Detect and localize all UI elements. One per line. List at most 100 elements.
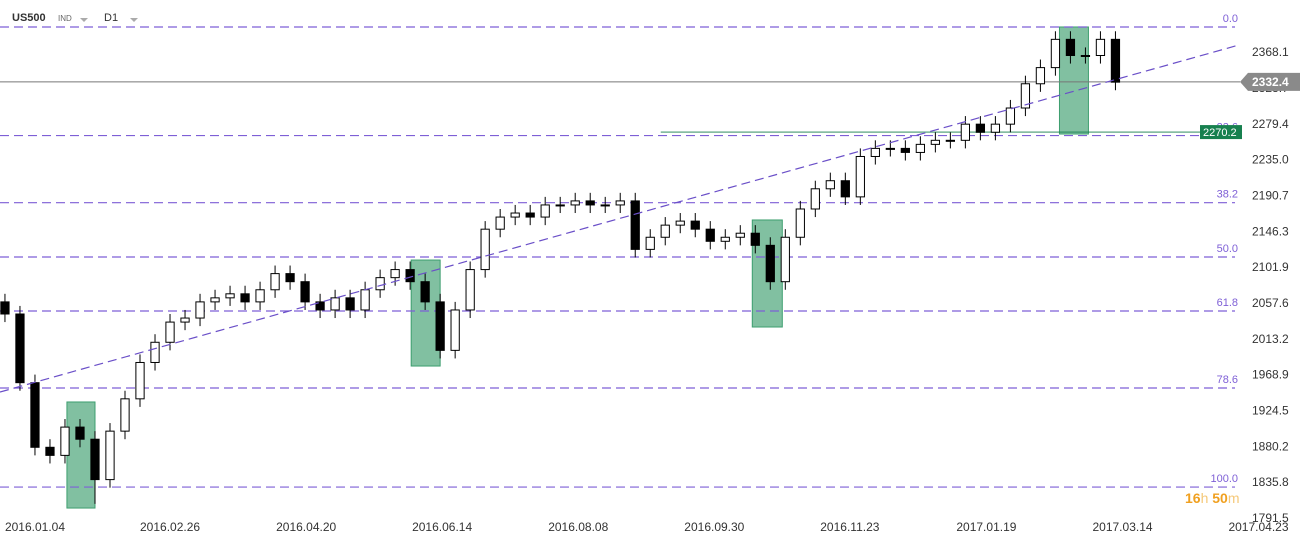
candle-body <box>945 139 955 142</box>
candle-body <box>570 200 580 206</box>
y-tick-label: 2146.3 <box>1252 224 1289 238</box>
candle-body <box>405 269 415 283</box>
y-tick-label: 2013.2 <box>1252 332 1289 346</box>
candle-body <box>720 236 730 242</box>
candle-body <box>30 382 40 448</box>
fib-label: 38.2 <box>1217 189 1238 201</box>
countdown-unit: m <box>1227 490 1240 506</box>
fib-label: 50.0 <box>1217 243 1238 255</box>
candle-body <box>630 200 640 250</box>
last-price-tag: 2332.4 <box>1252 75 1289 89</box>
x-tick-label: 2016.08.08 <box>548 520 608 534</box>
candle-body <box>1110 38 1121 83</box>
countdown-hours: 16 <box>1185 490 1201 506</box>
candle-body <box>525 212 535 218</box>
last-price-tag-bg <box>1240 72 1300 91</box>
candle-body <box>360 289 370 311</box>
candle-body <box>825 180 835 190</box>
candle-body <box>105 430 115 481</box>
fib-label: 78.6 <box>1217 374 1238 386</box>
candle-body <box>1005 107 1016 125</box>
candle-body <box>330 297 340 311</box>
candle-body <box>15 313 25 384</box>
candle-body <box>795 208 805 238</box>
candle-body <box>495 216 505 230</box>
fib-label: 61.8 <box>1217 297 1238 309</box>
market: IND <box>58 14 72 23</box>
candle-body <box>1080 54 1091 57</box>
candle-body <box>120 398 130 432</box>
x-tick-label: 2017.01.19 <box>956 520 1016 534</box>
y-tick-label: 2279.4 <box>1252 117 1289 131</box>
y-tick-label: 2101.9 <box>1252 260 1289 274</box>
candle-body <box>1065 38 1076 56</box>
candle-body <box>600 204 610 207</box>
y-tick-label: 1835.8 <box>1252 475 1289 489</box>
y-tick-label: 2368.1 <box>1252 45 1289 59</box>
y-tick-label: 2190.7 <box>1252 188 1289 202</box>
y-tick-label: 1968.9 <box>1252 368 1289 382</box>
x-tick-label: 2017.04.23 <box>1228 520 1288 534</box>
candle-body <box>75 426 85 440</box>
candle-body <box>705 228 715 242</box>
candle-body <box>660 224 670 238</box>
countdown-minutes: 50 <box>1212 490 1228 506</box>
candle-body <box>990 123 1001 133</box>
candle-body <box>735 232 745 238</box>
highlight-zone <box>410 259 441 367</box>
dropdown-arrow[interactable] <box>79 16 89 24</box>
candle-body <box>885 147 895 150</box>
candle-body <box>855 155 865 198</box>
highlight-zone <box>751 219 783 328</box>
dropdown-arrow[interactable] <box>129 16 139 24</box>
candle-body <box>555 204 565 207</box>
x-tick-label: 2016.02.26 <box>140 520 200 534</box>
level-tag: 2270.2 <box>1203 127 1237 139</box>
candle-body <box>1020 83 1031 109</box>
trendline <box>0 45 1236 393</box>
candle-body <box>45 446 55 456</box>
candle-body <box>90 438 100 481</box>
candle-body <box>510 212 520 218</box>
candle-body <box>420 281 430 303</box>
candle-body <box>615 200 625 206</box>
candle-body <box>255 289 265 303</box>
candle-body <box>210 297 220 303</box>
candle-body <box>0 301 10 315</box>
x-tick-label: 2016.09.30 <box>684 520 744 534</box>
candle-body <box>585 200 595 206</box>
timeframe[interactable]: D1 <box>104 12 119 24</box>
x-tick-label: 2016.04.20 <box>276 520 336 534</box>
candle-body <box>300 281 310 303</box>
candle-body <box>1050 38 1061 69</box>
x-tick-label: 2016.01.04 <box>5 520 65 534</box>
candle-body <box>840 180 850 198</box>
candle-body <box>390 269 400 279</box>
fib-label: 100.0 <box>1210 473 1238 485</box>
candle-body <box>960 123 971 141</box>
countdown: 16h 50m <box>1185 490 1240 506</box>
candle-body <box>240 293 250 303</box>
candle-body <box>270 273 280 291</box>
highlight-zone <box>66 401 96 509</box>
candle-body <box>765 244 775 283</box>
candle-body <box>435 301 445 351</box>
y-tick-label: 1880.2 <box>1252 439 1289 453</box>
candle-body <box>315 301 325 311</box>
candle-body <box>1035 67 1046 85</box>
candle-body <box>285 273 295 283</box>
candle-body <box>150 341 160 363</box>
candle-body <box>540 204 550 218</box>
candle-body <box>645 236 655 250</box>
level-tag-bg <box>1200 125 1242 140</box>
x-tick-label: 2016.11.23 <box>820 520 879 534</box>
candle-body <box>975 123 986 133</box>
fib-label: 0.0 <box>1223 13 1238 25</box>
candle-body <box>480 228 490 271</box>
candle-body <box>1095 38 1106 56</box>
candle-body <box>750 232 760 246</box>
symbol[interactable]: US500 <box>12 12 46 24</box>
y-tick-label: 2323.7 <box>1252 81 1289 95</box>
